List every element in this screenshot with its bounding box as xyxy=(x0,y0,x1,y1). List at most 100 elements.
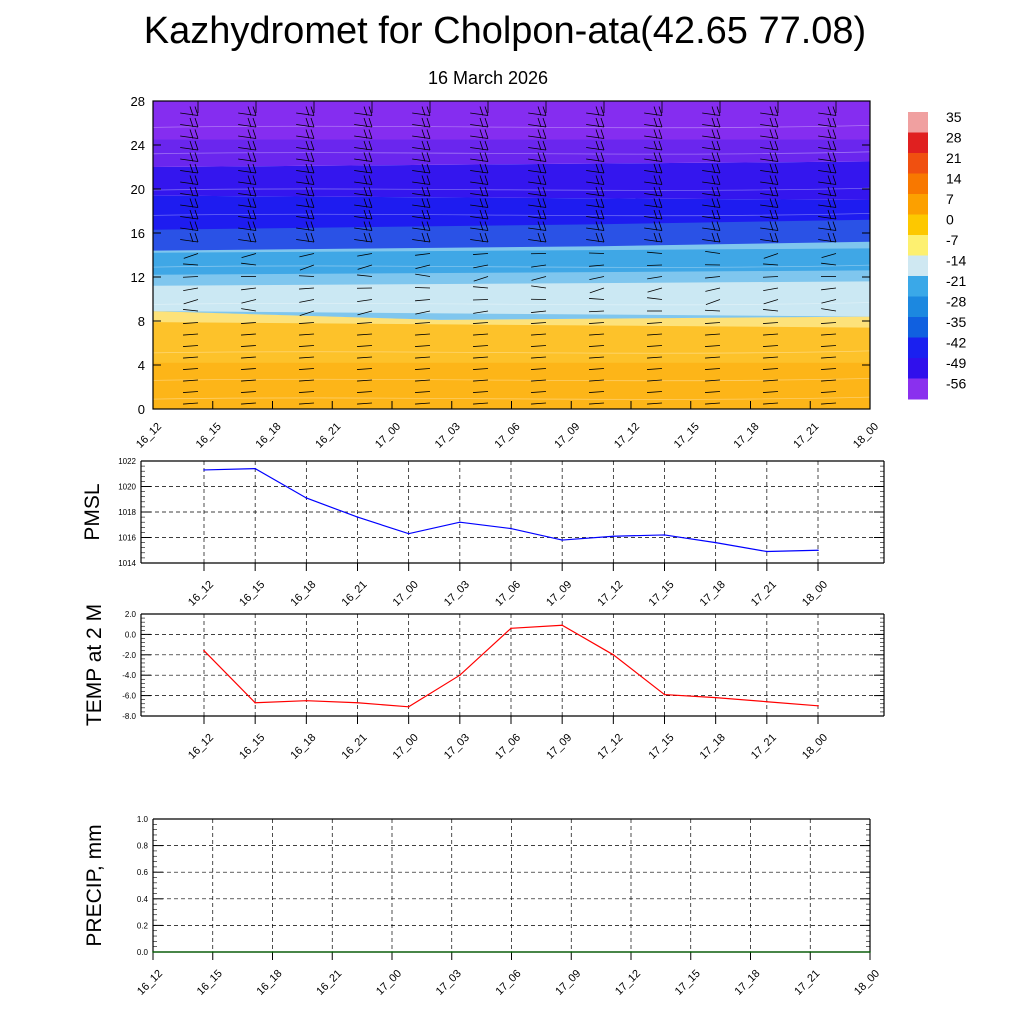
wind-barb-feather xyxy=(537,221,542,231)
wind-barb xyxy=(473,391,489,393)
wind-barb-feather xyxy=(426,221,431,231)
data-point xyxy=(689,951,692,953)
wind-barb-feather xyxy=(774,232,779,243)
data-point xyxy=(570,951,573,953)
wind-barb xyxy=(705,322,721,324)
wind-barb xyxy=(241,287,257,291)
wind-barb-feather xyxy=(189,106,194,116)
wind-barb xyxy=(241,402,257,405)
wind-barb xyxy=(760,193,779,197)
wind-barb xyxy=(589,391,605,393)
wind-barb xyxy=(299,391,315,393)
wind-barb-feather xyxy=(653,175,658,185)
wind-barb-feather xyxy=(716,163,721,174)
wind-barb xyxy=(299,379,315,382)
wind-barb-feather xyxy=(252,232,257,243)
x-tick-label: 17_15 xyxy=(647,732,677,762)
wind-barb xyxy=(299,356,315,359)
wind-barb xyxy=(180,204,199,208)
wind-barb-feather xyxy=(537,209,542,220)
wind-barb xyxy=(183,345,199,347)
wind-barb xyxy=(183,263,199,266)
heat-y-tick-label: 24 xyxy=(131,138,145,153)
wind-barb xyxy=(528,239,547,243)
wind-barb-feather xyxy=(310,209,315,220)
wind-barb-feather xyxy=(653,129,658,139)
wind-barb-feather xyxy=(769,232,774,243)
wind-barb xyxy=(818,124,837,128)
data-point xyxy=(561,539,563,541)
wind-barb xyxy=(415,368,431,370)
wind-barb xyxy=(763,345,779,347)
wind-barb xyxy=(586,181,605,185)
wind-barb xyxy=(821,345,837,347)
wind-barb-feather xyxy=(827,152,832,162)
wind-barb-feather xyxy=(368,152,373,162)
wind-barb-feather xyxy=(542,117,547,128)
data-point xyxy=(271,951,274,953)
wind-barb-feather xyxy=(653,232,658,243)
wind-barb xyxy=(879,346,894,347)
colorbar-label: 28 xyxy=(946,130,962,146)
wind-barb xyxy=(705,251,721,254)
wind-barb-feather xyxy=(827,163,832,174)
wind-barb xyxy=(412,124,431,128)
wind-barb xyxy=(589,322,605,324)
wind-barb xyxy=(880,311,894,316)
wind-barb-feather xyxy=(600,163,605,174)
wind-barb xyxy=(876,159,894,162)
wind-barb xyxy=(183,368,199,370)
wind-barb xyxy=(818,227,837,231)
x-tick-label: 17_12 xyxy=(613,968,643,998)
wind-barb xyxy=(760,204,779,208)
wind-barb xyxy=(412,170,431,174)
wind-barb-feather xyxy=(305,140,310,151)
wind-barb xyxy=(760,158,779,162)
wind-barb-feather xyxy=(774,152,779,162)
wind-barb xyxy=(528,227,547,231)
y-tick-label: -2.0 xyxy=(122,651,136,660)
wind-barb-feather xyxy=(252,186,257,197)
wind-barb xyxy=(415,333,431,336)
wind-barb xyxy=(702,204,721,208)
wind-barb-feather xyxy=(658,175,663,185)
wind-barb-feather xyxy=(600,198,605,208)
wind-barb-feather xyxy=(716,140,721,151)
colorbar-label: -35 xyxy=(946,314,966,330)
heat-x-tick-label: 17_06 xyxy=(493,421,523,451)
data-point xyxy=(203,469,205,471)
data-point xyxy=(305,699,308,702)
wind-barb xyxy=(705,276,721,279)
wind-barb-feather xyxy=(774,209,779,220)
wind-barb xyxy=(241,299,257,304)
wind-barb xyxy=(876,205,894,208)
wind-barb xyxy=(760,170,779,174)
wind-barb xyxy=(296,239,315,243)
data-point xyxy=(766,700,768,703)
wind-barb-feather xyxy=(421,186,426,197)
contour-line xyxy=(153,302,870,306)
wind-barb xyxy=(702,135,721,139)
wind-barb-feather xyxy=(542,232,547,243)
data-point xyxy=(407,706,410,708)
wind-barb-feather xyxy=(310,163,315,174)
wind-barb xyxy=(354,181,373,185)
wind-barb xyxy=(644,147,663,151)
heat-x-tick-label: 17_00 xyxy=(373,421,403,451)
y-tick-label: 1014 xyxy=(118,559,136,568)
wind-barb xyxy=(357,264,373,270)
data-point xyxy=(391,951,393,953)
data-point xyxy=(510,527,512,530)
wind-barb-feather xyxy=(542,198,547,208)
x-tick-label: 17_03 xyxy=(442,579,472,609)
x-tick-label: 16_21 xyxy=(340,732,370,762)
wind-barb xyxy=(412,158,431,162)
wind-barb-feather xyxy=(600,152,605,162)
colorbar-label: 0 xyxy=(946,212,954,228)
wind-barb xyxy=(818,193,837,197)
wind-barb-feather xyxy=(891,199,894,208)
x-tick-label: 17_06 xyxy=(494,968,524,998)
wind-barb-feather xyxy=(716,129,721,139)
wind-barb xyxy=(473,286,489,289)
wind-barb xyxy=(644,181,663,185)
